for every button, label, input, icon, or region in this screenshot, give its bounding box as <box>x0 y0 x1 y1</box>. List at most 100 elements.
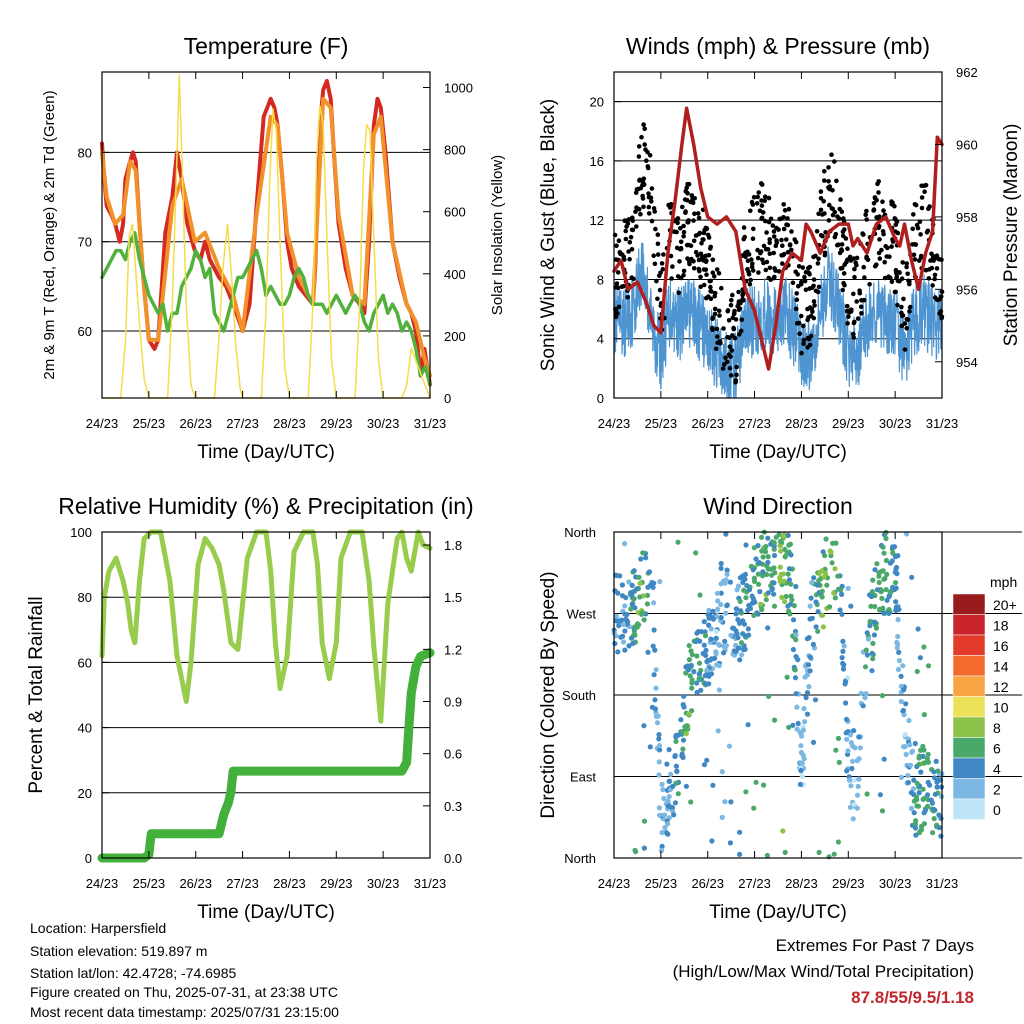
gust-point <box>902 321 908 326</box>
gust-point <box>904 316 910 322</box>
gust-point <box>907 279 912 284</box>
gust-point <box>707 278 713 284</box>
gust-point <box>733 378 739 383</box>
series-pressure <box>612 106 944 371</box>
direction-point <box>904 531 910 537</box>
direction-point <box>782 554 788 560</box>
direction-point <box>706 622 712 628</box>
gust-point <box>714 326 720 332</box>
gust-point <box>689 193 695 198</box>
direction-point <box>636 574 642 580</box>
direction-point <box>819 568 825 574</box>
gust-point <box>764 230 769 235</box>
gust-point <box>740 296 745 302</box>
direction-point <box>651 600 657 606</box>
gust-point <box>857 290 863 296</box>
y-tick-label: 80 <box>78 590 92 605</box>
direction-point <box>665 831 671 837</box>
direction-point <box>871 632 878 638</box>
gust-point <box>671 229 677 234</box>
x-tick-label: 27/23 <box>226 876 259 891</box>
direction-point <box>902 732 908 738</box>
direction-point <box>618 617 625 623</box>
gust-point <box>897 270 902 275</box>
direction-point <box>870 656 876 662</box>
direction-point <box>755 543 761 549</box>
gust-point <box>851 331 856 337</box>
gust-point <box>681 234 686 239</box>
direction-point <box>759 607 765 613</box>
direction-point <box>878 569 884 575</box>
gust-point <box>805 345 810 350</box>
direction-point <box>656 772 662 778</box>
gust-point <box>730 315 736 321</box>
direction-point <box>619 582 626 588</box>
gust-point <box>740 292 745 298</box>
gust-point <box>700 237 705 242</box>
direction-point <box>807 603 813 609</box>
gust-point <box>851 256 856 261</box>
gust-point <box>912 257 918 262</box>
direction-point <box>666 794 672 800</box>
direction-point <box>697 638 703 644</box>
direction-point <box>878 589 884 595</box>
legend-swatch <box>952 696 986 718</box>
direction-point <box>743 595 749 601</box>
direction-point <box>662 825 668 831</box>
direction-point <box>804 636 811 642</box>
gust-point <box>684 198 690 203</box>
direction-point <box>657 812 663 818</box>
direction-point <box>924 756 931 762</box>
direction-point <box>936 812 942 818</box>
direction-point <box>786 577 793 583</box>
direction-point <box>879 595 885 602</box>
direction-point <box>733 611 739 617</box>
gust-point <box>796 320 802 326</box>
direction-point <box>849 765 855 772</box>
legend-swatch <box>952 593 986 615</box>
direction-point <box>771 591 777 597</box>
gust-point <box>773 243 779 249</box>
direction-point <box>855 783 861 790</box>
gust-point <box>838 266 843 271</box>
gust-point <box>771 250 776 256</box>
gust-point <box>634 187 640 192</box>
gust-point <box>790 280 796 286</box>
gust-point <box>728 373 734 378</box>
direction-point <box>656 805 663 811</box>
direction-point <box>869 668 875 674</box>
direction-point <box>736 620 743 626</box>
chart-direction: Wind Direction 24/23 25/23 26/23 27/23 28/23 2… <box>538 493 1022 923</box>
gust-point <box>735 304 740 309</box>
direction-point <box>894 645 900 651</box>
direction-point <box>823 536 829 542</box>
gust-point <box>915 225 921 231</box>
gust-point <box>639 134 644 140</box>
direction-point <box>808 595 814 601</box>
gust-point <box>758 250 763 256</box>
y-tick-label: 60 <box>78 655 92 670</box>
direction-point <box>840 638 846 644</box>
direction-point <box>854 792 861 798</box>
gust-point <box>923 182 929 188</box>
gust-point <box>930 255 936 261</box>
direction-point <box>708 626 714 632</box>
direction-point <box>836 759 842 766</box>
direction-point <box>863 647 869 653</box>
gust-point <box>649 186 655 191</box>
direction-point <box>880 544 886 550</box>
direction-point <box>737 598 743 605</box>
gust-point <box>646 194 652 200</box>
gust-point <box>922 189 927 194</box>
direction-point <box>835 573 841 579</box>
gust-point <box>691 218 696 223</box>
direction-point <box>687 673 693 679</box>
direction-point <box>672 800 679 806</box>
gust-point <box>811 299 817 304</box>
gust-point <box>725 308 731 314</box>
direction-point <box>747 605 754 612</box>
gust-point <box>838 197 843 202</box>
direction-point <box>890 544 896 550</box>
direction-point <box>784 674 790 680</box>
direction-point <box>872 619 878 625</box>
